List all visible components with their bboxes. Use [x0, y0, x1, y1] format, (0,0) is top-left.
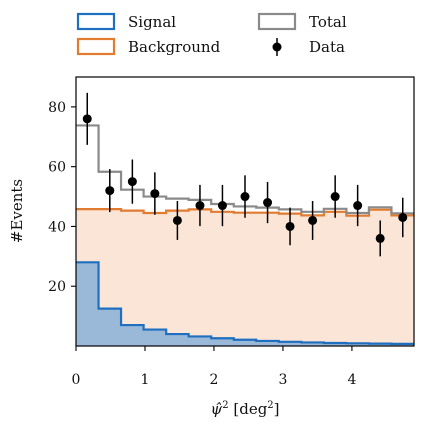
data-point [375, 220, 385, 257]
y-tick-label: 40 [48, 219, 66, 235]
y-axis-ticks: 20 40 60 80 [48, 100, 76, 295]
data-marker [195, 201, 205, 211]
data-marker [330, 192, 340, 202]
plot-area [76, 92, 414, 346]
data-point [217, 184, 227, 227]
data-point [127, 159, 137, 204]
y-axis-label: #Events [8, 179, 26, 243]
y-tick-label: 20 [48, 279, 66, 295]
legend: Signal Total Background Data [76, 12, 347, 56]
data-marker [150, 189, 160, 199]
data-marker [217, 201, 227, 211]
data-point [353, 184, 363, 227]
data-marker [375, 233, 385, 243]
data-marker [308, 215, 318, 225]
data-point [150, 172, 160, 215]
x-axis-label: ψ̂2 [deg2] [210, 400, 279, 418]
legend-swatch-signal [76, 12, 116, 31]
legend-label-signal: Signal [128, 13, 176, 31]
y-tick-label: 80 [48, 100, 66, 116]
data-point [398, 197, 408, 238]
data-point [105, 169, 115, 213]
legend-label-total: Total [309, 13, 347, 31]
background-fill [76, 209, 414, 346]
x-tick-label: 0 [72, 372, 81, 388]
data-marker [82, 114, 92, 124]
axes-frame [75, 76, 415, 347]
signal-fill [76, 262, 414, 346]
data-point [308, 201, 318, 240]
legend-swatch-background [76, 37, 116, 56]
legend-label-data: Data [309, 38, 345, 56]
legend-label-background: Background [128, 38, 221, 56]
data-marker [127, 177, 137, 187]
data-marker [263, 198, 273, 208]
x-tick-label: 3 [278, 372, 287, 388]
legend-swatch-total [257, 12, 297, 31]
data-point [82, 92, 92, 145]
signal-step [76, 261, 414, 346]
data-point [195, 184, 205, 227]
y-tick-label: 60 [48, 160, 66, 176]
x-axis-ticks: 0 1 2 3 4 [72, 346, 356, 388]
x-tick-label: 4 [347, 372, 356, 388]
data-marker [172, 215, 182, 225]
data-marker [105, 186, 115, 196]
data-point [330, 175, 340, 218]
data-marker [398, 212, 408, 222]
data-point [263, 181, 273, 224]
x-tick-label: 1 [141, 372, 150, 388]
data-marker [240, 192, 250, 202]
data-marker [353, 201, 363, 211]
legend-marker-data [272, 38, 282, 56]
data-point [172, 201, 182, 240]
data-point [240, 175, 250, 218]
data-marker [285, 221, 295, 231]
x-tick-label: 2 [209, 372, 218, 388]
data-point [285, 207, 295, 246]
